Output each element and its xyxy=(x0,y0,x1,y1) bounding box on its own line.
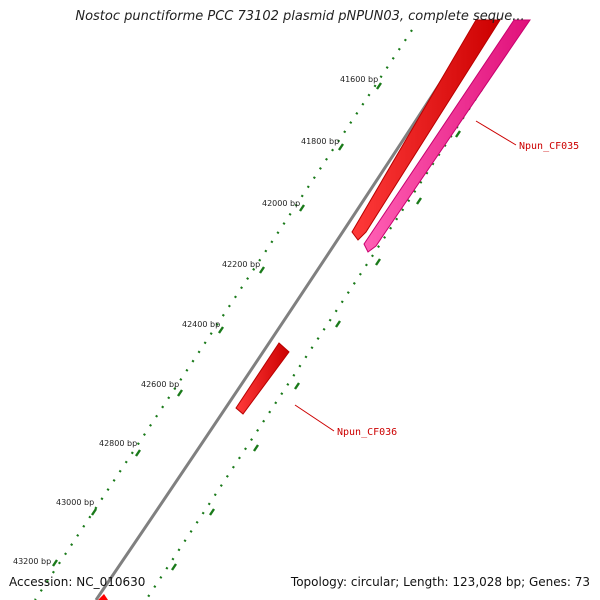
gene-label-leader-cf036 xyxy=(294,404,335,432)
gene-npun-cf036-icon[interactable] xyxy=(235,342,290,415)
tick-label: 41600 bp xyxy=(340,75,378,84)
tick-label: 42400 bp xyxy=(182,320,220,329)
backbone-line xyxy=(94,24,480,600)
gene-fragment-bottom-icon[interactable] xyxy=(98,594,108,600)
tick-label: 41800 bp xyxy=(301,137,339,146)
gene-label-npun-cf036[interactable]: Npun_CF036 xyxy=(337,427,397,438)
accession-text: Accession: NC_010630 xyxy=(9,575,146,589)
gene-npun-cf035-forward-icon[interactable] xyxy=(351,19,501,241)
gene-npun-cf035-reverse-icon[interactable] xyxy=(363,19,531,253)
inner-ruler-ticks xyxy=(171,130,461,571)
gene-label-leader-cf035 xyxy=(475,120,517,146)
tick-label: 42000 bp xyxy=(262,199,300,208)
sequence-summary-text: Topology: circular; Length: 123,028 bp; … xyxy=(290,575,590,589)
tick-label: 42600 bp xyxy=(141,380,179,389)
ruler-tick-labels: 41600 bp 41800 bp 42000 bp 42200 bp 4240… xyxy=(13,75,378,566)
tick-label: 42200 bp xyxy=(222,260,260,269)
tick-label: 42800 bp xyxy=(99,439,137,448)
tick-label: 43200 bp xyxy=(13,557,51,566)
gene-label-npun-cf035[interactable]: Npun_CF035 xyxy=(519,141,579,152)
ruler-major-ticks xyxy=(52,82,382,567)
tick-label: 43000 bp xyxy=(56,498,94,507)
map-title: Nostoc punctiforme PCC 73102 plasmid pNP… xyxy=(75,9,525,24)
ruler-outer xyxy=(34,29,413,600)
